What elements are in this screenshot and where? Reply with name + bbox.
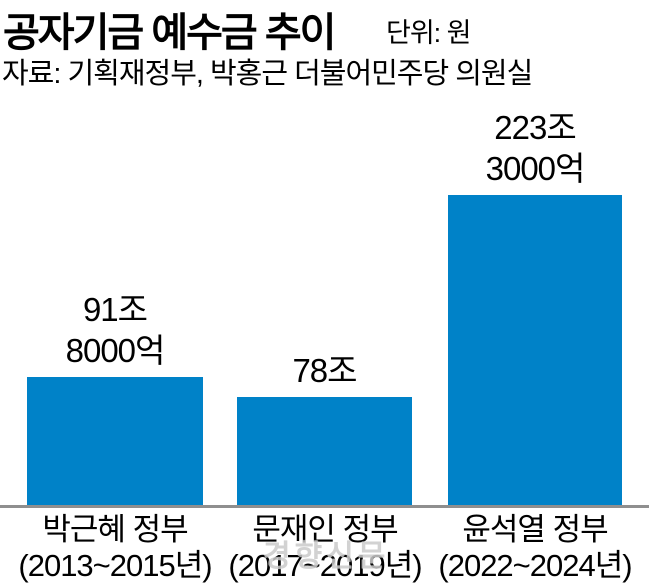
category-label: 문재인 정부 (2017~2019년) <box>205 512 445 584</box>
bar-value-line1: 91조 <box>82 291 148 328</box>
category-label: 박근혜 정부 (2013~2015년) <box>0 512 235 584</box>
x-axis-line <box>0 505 649 508</box>
category-line2: (2022~2024년) <box>438 548 632 583</box>
bar-value-line2: 8000억 <box>65 332 166 369</box>
category-line1: 윤석열 정부 <box>462 512 608 547</box>
category-line2: (2017~2019년) <box>228 548 422 583</box>
bar-value-line1: 78조 <box>292 352 357 389</box>
bar <box>448 195 622 505</box>
category-label: 윤석열 정부 (2022~2024년) <box>415 512 649 584</box>
category-line1: 문재인 정부 <box>252 512 398 547</box>
bar-value-line2: 3000억 <box>485 150 586 187</box>
bar <box>27 377 203 505</box>
watermark: 경향신문 <box>263 540 390 573</box>
chart-title: 공자기금 예수금 추이 <box>3 11 336 55</box>
bar-value-label: 78조 <box>195 350 455 391</box>
bar-value-line1: 223조 <box>494 109 576 146</box>
category-line2: (2013~2015년) <box>18 548 212 583</box>
bar-value-label: 223조 3000억 <box>405 107 649 189</box>
unit-label: 단위: 원 <box>386 18 472 48</box>
source-label: 자료: 기획재정부, 박홍근 더불어민주당 의원실 <box>2 58 533 90</box>
bar-value-label: 91조 8000억 <box>0 289 245 371</box>
category-line1: 박근혜 정부 <box>42 512 188 547</box>
bar <box>237 397 412 505</box>
